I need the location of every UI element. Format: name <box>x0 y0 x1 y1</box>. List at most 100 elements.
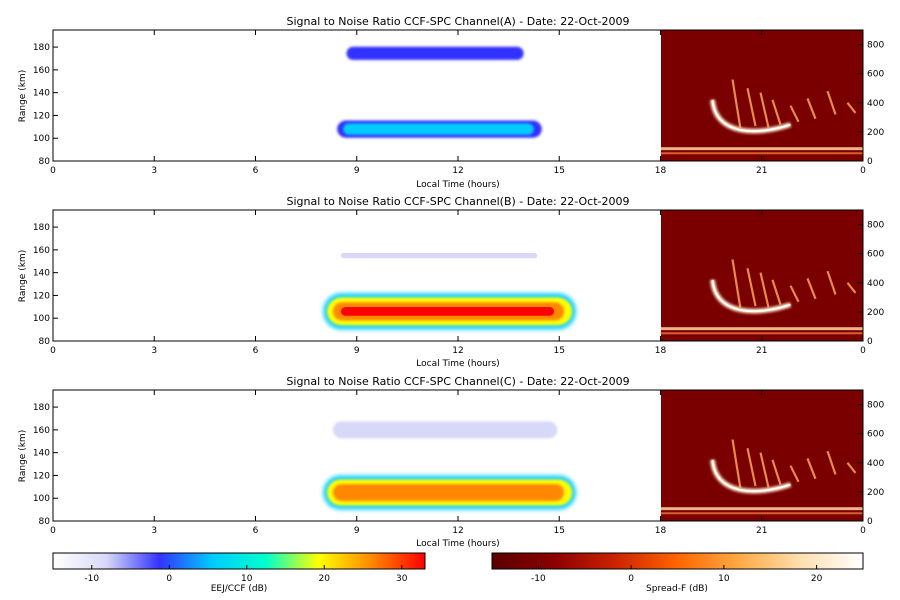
panel-title: Signal to Noise Ratio CCF-SPC Channel(A)… <box>286 15 629 28</box>
x-tick-label: 18 <box>655 166 667 176</box>
colorbar-tick-label: 30 <box>396 574 408 584</box>
x-tick-label: 6 <box>253 526 259 536</box>
colorbar-gradient <box>491 552 864 570</box>
right-y-axis: 0 200 400 600 800 <box>858 221 884 347</box>
spread-f-streak <box>771 99 782 125</box>
panel-channel-a: Signal to Noise Ratio CCF-SPC Channel(A)… <box>18 15 884 190</box>
spread-f-streak <box>771 279 782 305</box>
x-tick-label: 0 <box>50 526 56 536</box>
right-y-tick-label: 0 <box>867 157 873 167</box>
y-tick-label: 160 <box>33 426 50 436</box>
y-axis-label: Range (km) <box>18 250 28 302</box>
y-tick-label: 160 <box>33 246 50 256</box>
colorbar-gradient <box>52 552 426 570</box>
x-tick-label: 6 <box>253 346 259 356</box>
y-tick-label: 120 <box>33 111 50 121</box>
spread-f-colorbar: -10 0 10 20 Spread-F (dB) <box>491 552 864 594</box>
spread-f-streak <box>846 282 857 294</box>
right-y-tick-label: 600 <box>867 70 884 80</box>
spread-f-streak <box>826 450 837 475</box>
y-tick-label: 80 <box>39 337 51 347</box>
colorbar-tick-label: 20 <box>319 574 331 584</box>
y-tick-label: 80 <box>39 157 51 167</box>
spread-f-streak <box>806 278 817 300</box>
echo-peak <box>341 252 538 259</box>
x-tick-label: 3 <box>151 346 157 356</box>
y-tick-label: 140 <box>33 269 50 279</box>
spread-f-streak <box>826 270 837 295</box>
x-tick-label: 15 <box>554 346 565 356</box>
x-tick-label: 0 <box>50 346 56 356</box>
x-axis: 0 3 6 9 12 15 18 21 0 <box>50 210 866 356</box>
x-tick-label: 18 <box>655 346 667 356</box>
x-tick-label: 0 <box>860 166 866 176</box>
y-tick-label: 100 <box>33 494 50 504</box>
right-y-tick-label: 400 <box>867 459 884 469</box>
y-axis: 80 100 120 140 160 180 <box>33 43 58 167</box>
spread-f-bottom-layer-2 <box>660 152 863 155</box>
spread-f-streak <box>789 105 800 123</box>
panel-title: Signal to Noise Ratio CCF-SPC Channel(C)… <box>286 375 629 388</box>
spread-f-streak <box>771 459 782 485</box>
x-tick-label: 21 <box>756 526 767 536</box>
x-tick-label: 3 <box>151 166 157 176</box>
x-tick-label: 21 <box>756 166 767 176</box>
x-tick-label: 12 <box>452 526 463 536</box>
x-tick-label: 15 <box>554 526 565 536</box>
x-axis-label: Local Time (hours) <box>416 539 499 549</box>
echo-peak <box>341 307 555 316</box>
right-y-tick-label: 400 <box>867 279 884 289</box>
spread-f-echoes <box>660 79 863 155</box>
panel-title: Signal to Noise Ratio CCF-SPC Channel(B)… <box>286 195 629 208</box>
y-axis-label: Range (km) <box>18 70 28 122</box>
spread-f-streak <box>746 87 757 127</box>
y-tick-label: 180 <box>33 43 50 53</box>
y-axis: 80 100 120 140 160 180 <box>33 403 58 527</box>
spread-f-echoes <box>660 439 863 515</box>
x-tick-label: 3 <box>151 526 157 536</box>
eej-colorbar: -10 0 10 20 30 EEJ/CCF (dB) <box>52 552 426 594</box>
y-tick-label: 100 <box>33 314 50 324</box>
spread-f-streak <box>746 447 757 487</box>
right-y-tick-label: 0 <box>867 337 873 347</box>
colorbar-tick-label: -10 <box>531 574 546 584</box>
spread-f-plume-core <box>711 279 791 313</box>
x-axis: 0 3 6 9 12 15 18 21 0 <box>50 390 866 536</box>
echo-peak <box>351 126 524 132</box>
y-tick-label: 160 <box>33 66 50 76</box>
spread-f-streak <box>846 462 857 474</box>
right-y-tick-label: 200 <box>867 308 884 318</box>
colorbar-label: EEJ/CCF (dB) <box>211 584 268 594</box>
x-axis-label: Local Time (hours) <box>416 359 499 369</box>
spread-f-bottom-layer-2 <box>660 512 863 515</box>
x-tick-label: 0 <box>860 526 866 536</box>
spread-f-streak <box>759 92 770 128</box>
x-tick-label: 21 <box>756 346 767 356</box>
eej-echo-layer <box>333 40 546 141</box>
colorbar-tick-label: 0 <box>166 574 172 584</box>
colorbar-tick-label: -10 <box>84 574 99 584</box>
spread-f-streak <box>731 79 742 130</box>
eej-echo-layer <box>323 244 577 330</box>
spread-f-plume-core <box>711 99 791 133</box>
spread-f-streak <box>846 102 857 114</box>
spread-f-bottom-layer <box>660 507 863 511</box>
colorbar-tick-label: 10 <box>241 574 253 584</box>
right-y-tick-label: 600 <box>867 430 884 440</box>
x-tick-label: 12 <box>452 166 463 176</box>
x-tick-label: 9 <box>354 166 360 176</box>
y-tick-label: 120 <box>33 291 50 301</box>
y-axis-label: Range (km) <box>18 430 28 482</box>
spread-f-streak <box>806 98 817 120</box>
echo-peak <box>341 425 548 434</box>
x-tick-label: 9 <box>354 346 360 356</box>
x-tick-label: 9 <box>354 526 360 536</box>
right-y-tick-label: 200 <box>867 128 884 138</box>
spread-f-streak <box>759 452 770 488</box>
colorbar-tick-label: 10 <box>718 574 730 584</box>
x-tick-label: 0 <box>50 166 56 176</box>
spread-f-bottom-layer <box>660 327 863 331</box>
y-tick-label: 100 <box>33 134 50 144</box>
right-y-tick-label: 800 <box>867 41 884 51</box>
